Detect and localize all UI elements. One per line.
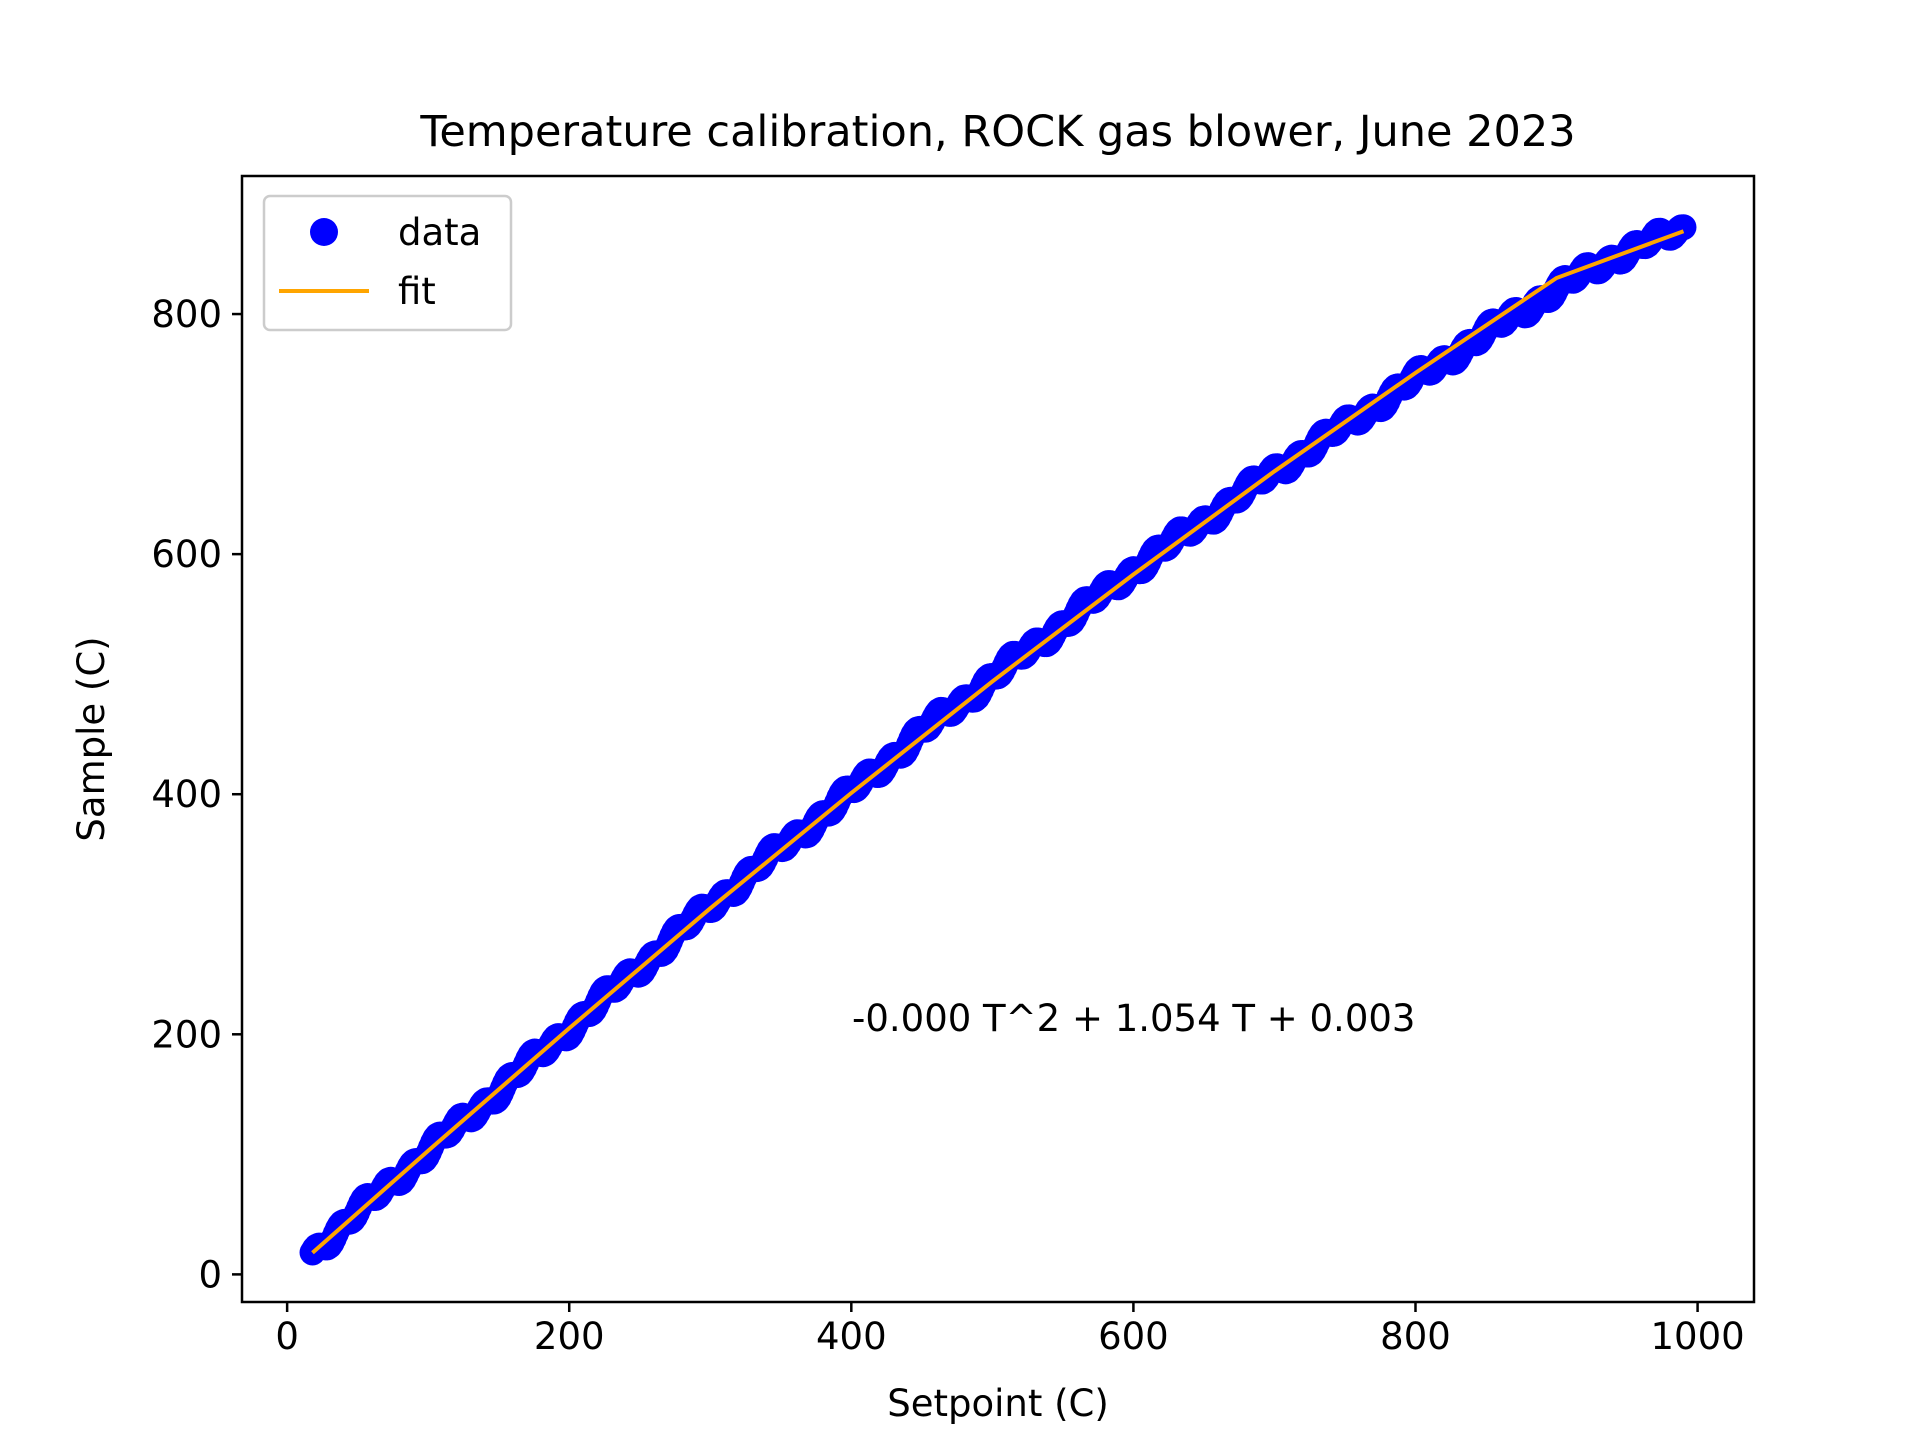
y-tick-label: 800 — [151, 293, 222, 336]
y-axis-label: Sample (C) — [70, 636, 113, 841]
x-axis-label: Setpoint (C) — [887, 1382, 1109, 1425]
plot-area — [299, 214, 1697, 1266]
y-tick-label: 600 — [151, 533, 222, 576]
chart-title: Temperature calibration, ROCK gas blower… — [419, 107, 1575, 157]
y-tick-label: 0 — [198, 1253, 222, 1296]
legend-fit-label: fit — [398, 270, 436, 313]
x-tick-label: 600 — [1098, 1315, 1169, 1358]
y-axis-ticks: 0 200 400 600 800 — [151, 293, 242, 1296]
x-tick-label: 400 — [816, 1315, 887, 1358]
fit-line — [311, 229, 1685, 1255]
x-tick-label: 800 — [1380, 1315, 1451, 1358]
x-tick-label: 200 — [534, 1315, 605, 1358]
fit-equation-annotation: -0.000 T^2 + 1.054 T + 0.003 — [852, 997, 1415, 1040]
legend-data-label: data — [398, 211, 481, 254]
y-tick-label: 200 — [151, 1013, 222, 1056]
axes-frame — [240, 174, 1756, 1304]
x-tick-label: 1000 — [1650, 1315, 1744, 1358]
legend: data fit — [262, 194, 513, 332]
legend-data-marker — [310, 218, 338, 246]
x-tick-label: 0 — [275, 1315, 299, 1358]
y-tick-label: 400 — [151, 773, 222, 816]
x-axis-ticks: 0 200 400 600 800 1000 — [275, 1302, 1745, 1358]
